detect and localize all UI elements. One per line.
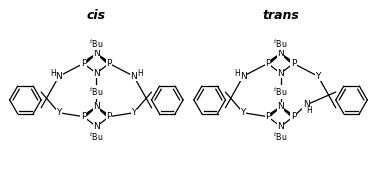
Text: H: H bbox=[306, 106, 312, 115]
Text: N: N bbox=[277, 102, 284, 111]
Text: $^t$Bu: $^t$Bu bbox=[89, 86, 104, 98]
Polygon shape bbox=[280, 54, 294, 64]
Text: $^t$Bu: $^t$Bu bbox=[273, 130, 288, 143]
Text: Y: Y bbox=[56, 108, 62, 117]
Text: Y: Y bbox=[315, 72, 321, 81]
Text: H: H bbox=[50, 69, 56, 78]
Text: N: N bbox=[277, 49, 284, 58]
Text: N: N bbox=[131, 72, 137, 81]
Text: P: P bbox=[107, 112, 112, 121]
Text: P: P bbox=[81, 112, 86, 121]
Text: Y: Y bbox=[131, 108, 137, 117]
Text: N: N bbox=[93, 102, 100, 111]
Text: $^t$Bu: $^t$Bu bbox=[89, 38, 104, 50]
Text: P: P bbox=[265, 112, 270, 121]
Text: $^t$Bu: $^t$Bu bbox=[89, 130, 104, 143]
Polygon shape bbox=[96, 107, 110, 118]
Text: N: N bbox=[93, 69, 100, 78]
Polygon shape bbox=[267, 54, 280, 64]
Text: N: N bbox=[93, 122, 100, 131]
Polygon shape bbox=[267, 107, 280, 118]
Text: cis: cis bbox=[87, 9, 106, 22]
Text: N: N bbox=[93, 49, 100, 58]
Text: N: N bbox=[303, 100, 310, 109]
Text: $^t$Bu: $^t$Bu bbox=[273, 38, 288, 50]
Text: P: P bbox=[291, 112, 296, 121]
Text: H: H bbox=[137, 69, 142, 78]
Text: Y: Y bbox=[240, 108, 246, 117]
Polygon shape bbox=[96, 54, 110, 64]
Text: P: P bbox=[291, 59, 296, 68]
Polygon shape bbox=[280, 107, 294, 118]
Text: N: N bbox=[240, 72, 246, 81]
Text: P: P bbox=[81, 59, 86, 68]
Text: H: H bbox=[234, 69, 240, 78]
Text: P: P bbox=[107, 59, 112, 68]
Polygon shape bbox=[83, 107, 96, 118]
Text: P: P bbox=[265, 59, 270, 68]
Text: trans: trans bbox=[262, 9, 299, 22]
Text: $^t$Bu: $^t$Bu bbox=[273, 86, 288, 98]
Text: N: N bbox=[277, 122, 284, 131]
Text: N: N bbox=[55, 72, 62, 81]
Text: N: N bbox=[277, 69, 284, 78]
Polygon shape bbox=[83, 54, 96, 64]
